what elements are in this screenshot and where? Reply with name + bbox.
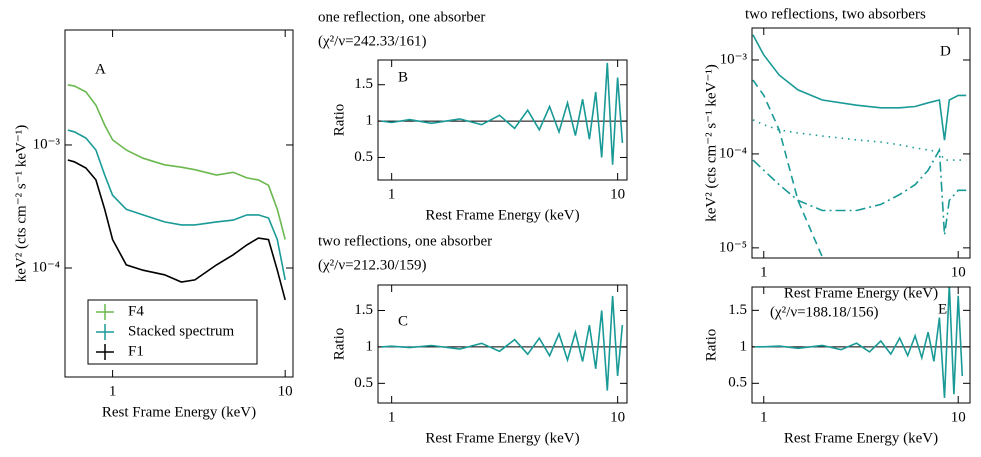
x-axis-label: Rest Frame Energy (keV) [784, 285, 938, 301]
panel-label: E [938, 301, 947, 317]
y-axis-label: keV² (cts cm⁻² s⁻¹ keV⁻¹) [703, 64, 719, 222]
x-tick-label: 10 [610, 409, 625, 425]
x-tick-label: 1 [760, 264, 768, 280]
y-tick-label: 0.5 [354, 149, 373, 165]
panel-title: two reflections, two absorbers [745, 6, 926, 22]
x-tick-label: 10 [278, 383, 293, 399]
y-tick-label: 10⁻⁴ [719, 145, 747, 161]
panel-label: C [398, 313, 408, 329]
legend-label: F4 [128, 303, 144, 319]
x-tick-label: 10 [610, 186, 625, 202]
y-tick-label: 0.5 [354, 375, 373, 391]
series-line [67, 159, 286, 301]
panel-label: B [398, 69, 408, 85]
y-tick-label: 10⁻⁵ [719, 239, 747, 255]
series-line [67, 129, 286, 281]
plot-frame [64, 29, 294, 378]
panel-label: A [95, 61, 106, 77]
panel-label: D [940, 43, 951, 59]
y-tick-label: 10⁻³ [33, 136, 61, 152]
panel-title: one reflection, one absorber [318, 9, 485, 25]
x-tick-label: 1 [388, 409, 396, 425]
plot-frame [377, 284, 628, 404]
x-axis-label: Rest Frame Energy (keV) [425, 430, 579, 446]
x-axis-label: Rest Frame Energy (keV) [425, 207, 579, 223]
series-line [381, 62, 624, 165]
x-axis-label: Rest Frame Energy (keV) [102, 404, 256, 420]
y-tick-label: 10⁻⁴ [32, 259, 60, 275]
series-line [67, 84, 286, 240]
legend-box [87, 299, 258, 365]
y-axis-label: keV² (cts cm⁻² s⁻¹ keV⁻¹) [13, 125, 29, 283]
annotation: (χ²/ν=188.18/156) [770, 304, 878, 320]
plot-frame [377, 59, 628, 181]
panel-title: two reflections, one absorber [318, 233, 492, 249]
plot-frame [751, 27, 971, 259]
panel-subtitle: (χ²/ν=212.30/159) [318, 257, 426, 273]
series-line [752, 34, 967, 141]
y-axis-label: Ratio [703, 329, 719, 362]
legend-label: F1 [128, 343, 144, 359]
y-tick-label: 1.5 [354, 302, 373, 318]
y-axis-label: Ratio [331, 104, 347, 137]
y-tick-label: 1.5 [728, 302, 747, 318]
series-line [752, 147, 967, 236]
series-line [752, 119, 967, 161]
x-tick-label: 1 [388, 186, 396, 202]
x-axis-label: Rest Frame Energy (keV) [784, 430, 938, 446]
series-line [754, 287, 964, 398]
series-line [752, 79, 824, 258]
x-tick-label: 10 [951, 409, 966, 425]
y-axis-label: Ratio [331, 328, 347, 361]
y-tick-label: 1 [366, 113, 374, 129]
plot-frame [751, 286, 971, 404]
y-tick-label: 0.5 [728, 375, 747, 391]
y-tick-label: 1.5 [354, 76, 373, 92]
x-tick-label: 10 [951, 264, 966, 280]
y-tick-label: 10⁻³ [720, 51, 748, 67]
x-tick-label: 1 [760, 409, 768, 425]
x-tick-label: 1 [109, 383, 117, 399]
y-tick-label: 1 [366, 338, 374, 354]
legend-label: Stacked spectrum [128, 323, 235, 339]
y-tick-label: 1 [740, 338, 748, 354]
panel-subtitle: (χ²/ν=242.33/161) [318, 33, 426, 49]
series-line [381, 295, 624, 391]
